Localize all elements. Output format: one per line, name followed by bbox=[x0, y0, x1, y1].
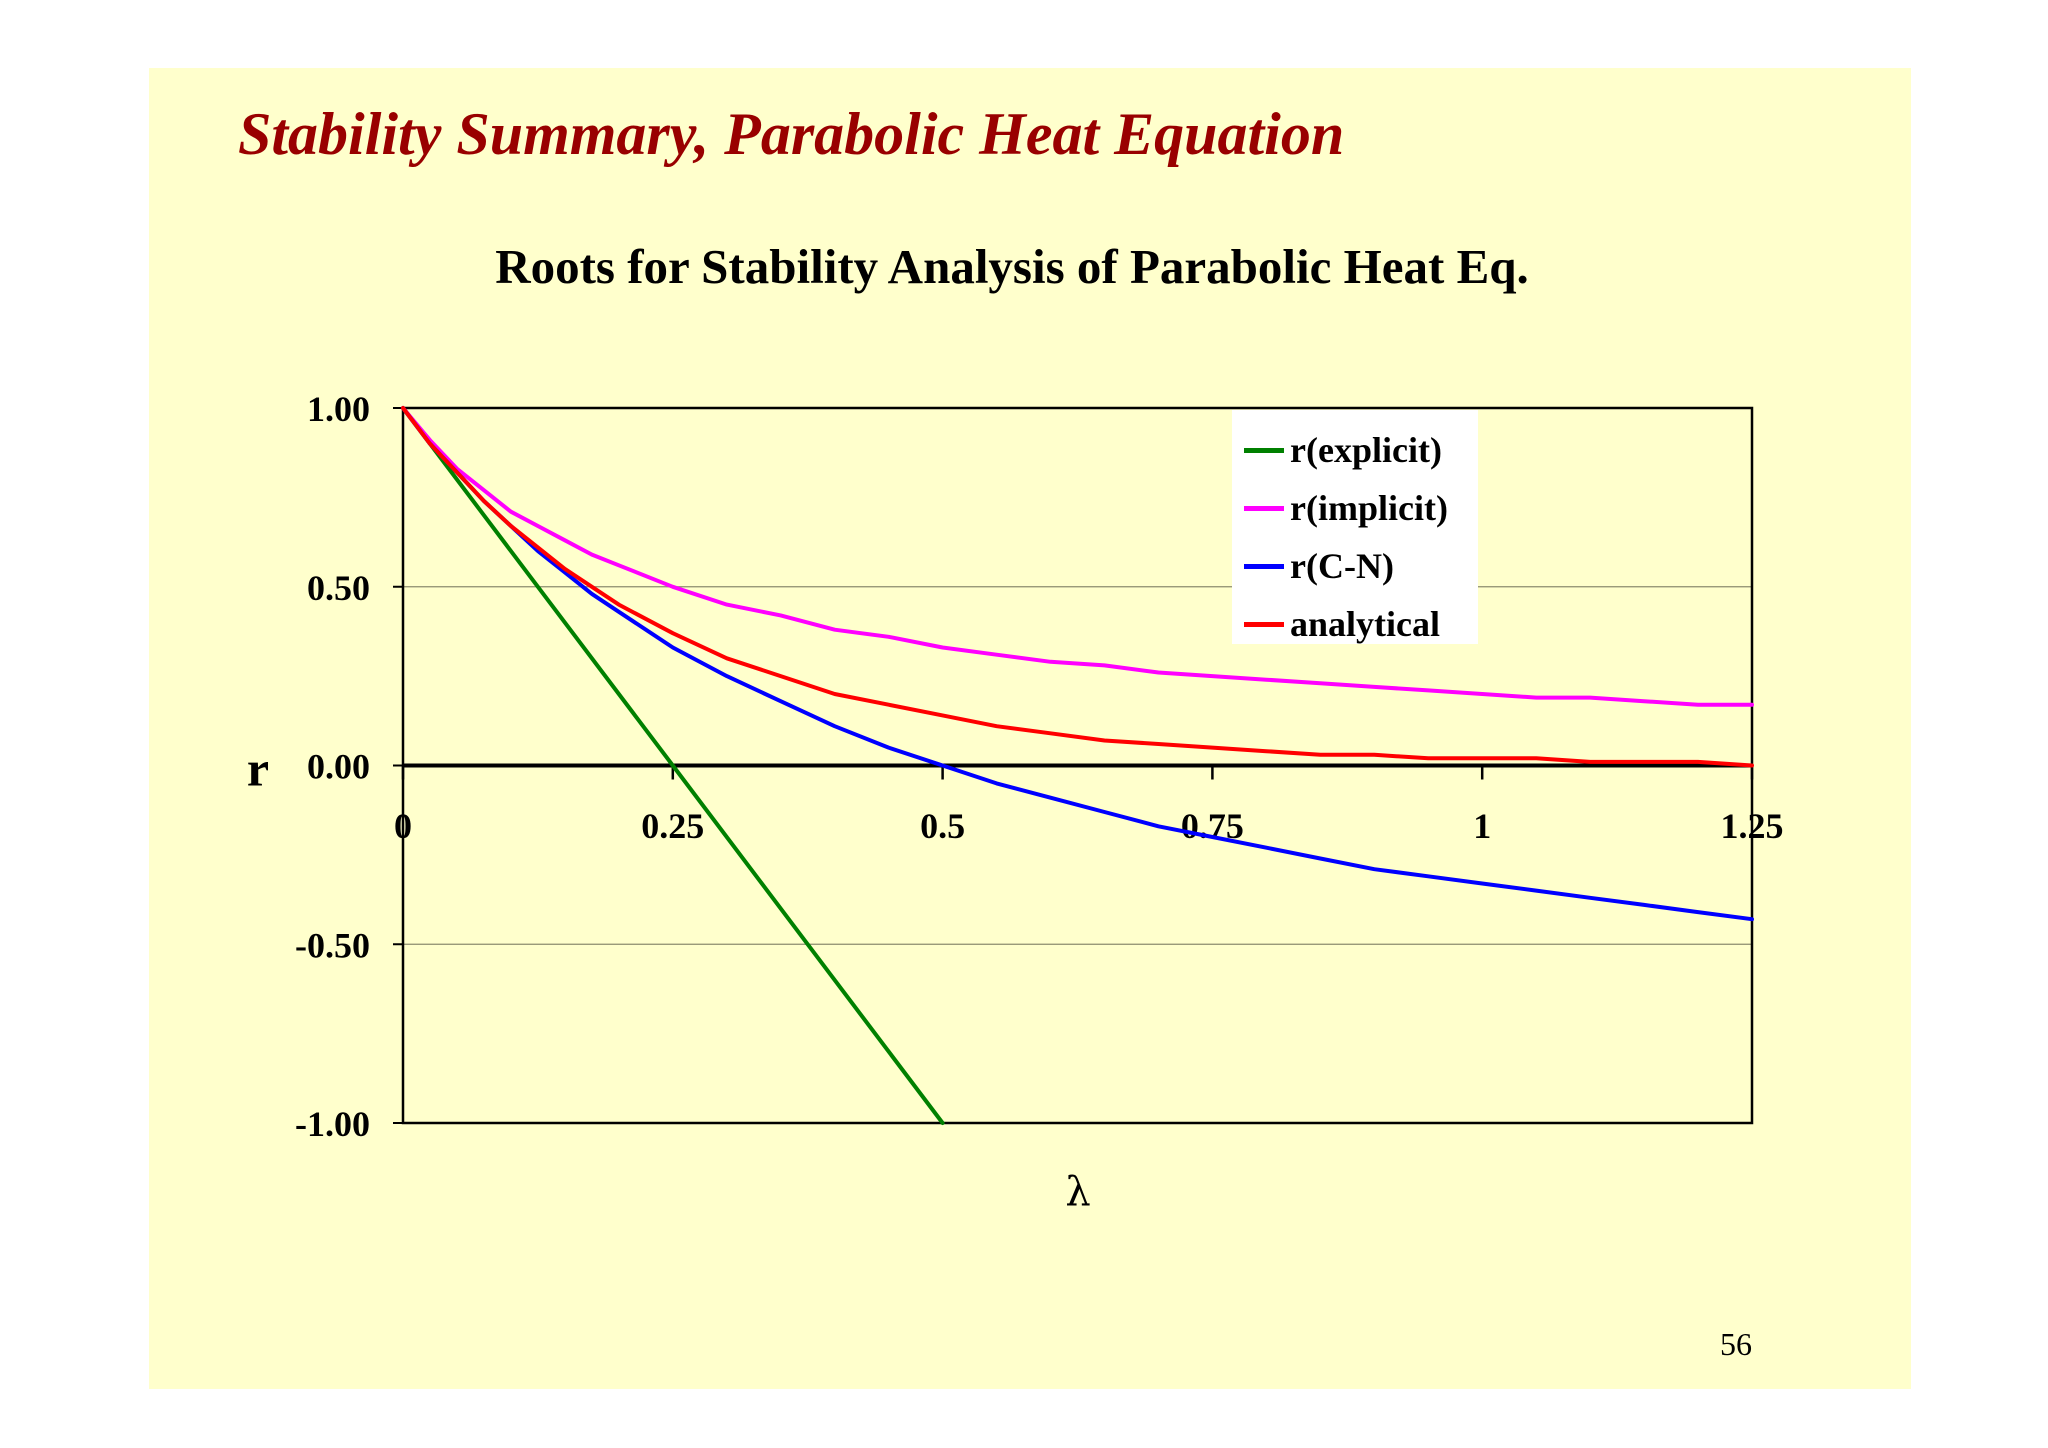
legend-item: analytical bbox=[1244, 604, 1440, 644]
chart-title: Roots for Stability Analysis of Paraboli… bbox=[0, 238, 2048, 295]
x-axis-label: λ bbox=[1065, 1169, 1090, 1215]
x-tick-label: 0.25 bbox=[641, 806, 704, 846]
y-tick-label: -0.50 bbox=[295, 925, 370, 965]
y-tick-label: 0.50 bbox=[307, 568, 370, 608]
series-line-r-c-n bbox=[401, 406, 1754, 922]
x-tick-label: 0 bbox=[394, 806, 412, 846]
legend-item: r(C-N) bbox=[1244, 546, 1394, 586]
y-tick-label: -1.00 bbox=[295, 1104, 370, 1144]
page-number: 56 bbox=[1720, 1326, 1752, 1362]
slide-background bbox=[149, 68, 1911, 1389]
legend-label: r(C-N) bbox=[1290, 546, 1394, 586]
legend-swatch bbox=[1244, 563, 1284, 569]
x-tick-label: 1.25 bbox=[1721, 806, 1784, 846]
y-tick-label: 1.00 bbox=[307, 389, 370, 429]
slide-title: Stability Summary, Parabolic Heat Equati… bbox=[238, 101, 1345, 167]
legend-label: analytical bbox=[1290, 604, 1440, 644]
legend-item: r(explicit) bbox=[1244, 430, 1442, 470]
chart-title-text: Roots for Stability Analysis of Paraboli… bbox=[495, 239, 1529, 294]
chart-legend: r(explicit) r(implicit) r(C-N) analytical bbox=[1232, 410, 1478, 644]
series-line-r-explicit bbox=[401, 406, 945, 1125]
series-line-r-implicit bbox=[401, 406, 1754, 707]
legend-swatch bbox=[1244, 621, 1284, 627]
y-axis-label: r bbox=[247, 741, 269, 797]
legend-label: r(explicit) bbox=[1290, 430, 1442, 470]
series-line-analytical bbox=[401, 406, 1754, 768]
x-tick-label: 0.5 bbox=[920, 806, 965, 846]
legend-swatch bbox=[1244, 447, 1284, 453]
legend-swatch bbox=[1244, 505, 1284, 511]
legend-label: r(implicit) bbox=[1290, 488, 1448, 528]
x-tick-label: 1 bbox=[1473, 806, 1491, 846]
y-tick-label: 0.00 bbox=[307, 747, 370, 787]
legend-item: r(implicit) bbox=[1244, 488, 1448, 528]
